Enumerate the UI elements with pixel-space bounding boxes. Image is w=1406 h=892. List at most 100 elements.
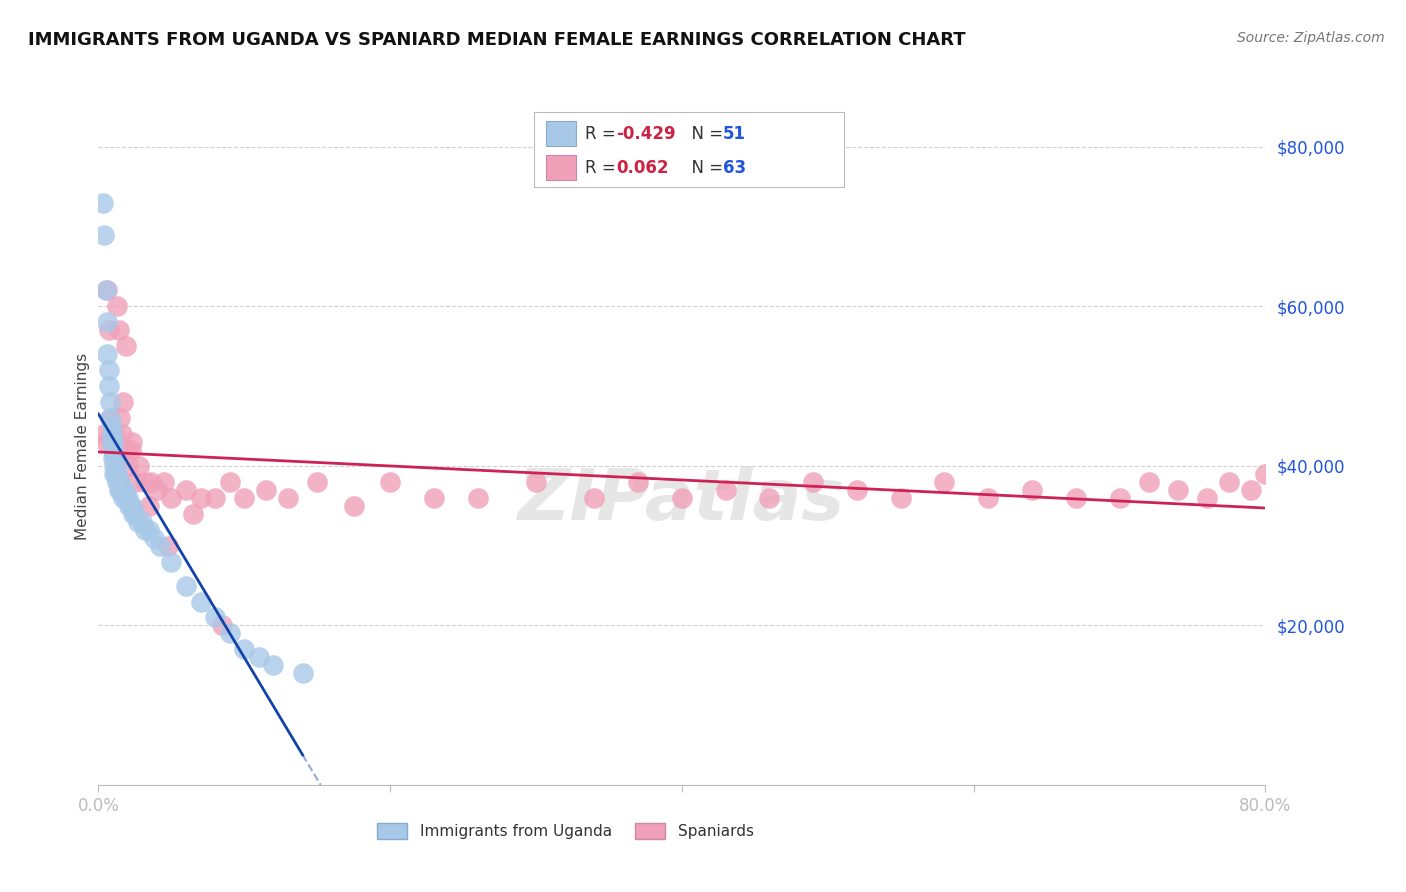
Point (977, 491, 1000, 505)
Point (108, 475, 131, 489)
Point (124, 507, 146, 521)
Point (758, 491, 780, 505)
Point (101, 435, 124, 450)
Point (134, 475, 156, 489)
Point (110, 483, 132, 497)
Point (128, 458, 150, 473)
Point (233, 642, 256, 657)
Point (146, 483, 169, 497)
Point (117, 491, 139, 505)
Point (105, 300, 128, 314)
Point (104, 467, 127, 481)
Point (277, 491, 299, 505)
Point (138, 523, 160, 537)
Text: 0.062: 0.062 (616, 160, 668, 178)
Point (380, 475, 402, 489)
Point (100, 435, 122, 450)
Point (204, 491, 226, 505)
Point (671, 491, 693, 505)
Text: N =: N = (681, 125, 728, 144)
Point (98, 411, 121, 425)
Point (262, 658, 284, 673)
Point (115, 339, 138, 353)
Point (153, 475, 176, 489)
Point (111, 483, 134, 497)
Point (96, 347, 118, 361)
Point (254, 483, 277, 497)
Point (97, 323, 120, 337)
Point (160, 555, 183, 569)
Point (103, 450, 125, 465)
Text: N =: N = (681, 160, 728, 178)
Point (110, 475, 132, 489)
Point (101, 450, 124, 465)
Point (524, 475, 547, 489)
Point (157, 539, 180, 553)
Point (120, 499, 142, 513)
Point (112, 395, 135, 409)
Point (1064, 491, 1087, 505)
Point (233, 491, 256, 505)
Point (1021, 483, 1043, 497)
Y-axis label: Median Female Earnings: Median Female Earnings (75, 352, 90, 540)
Point (131, 515, 153, 529)
Point (96, 284, 118, 298)
Point (115, 491, 138, 505)
Text: ZIPatlas: ZIPatlas (519, 466, 845, 534)
Point (714, 483, 737, 497)
Point (96, 315, 118, 329)
Text: -0.429: -0.429 (616, 125, 675, 144)
Point (190, 491, 212, 505)
Point (100, 427, 122, 442)
Point (94, 435, 117, 450)
Point (139, 475, 162, 489)
Legend: Immigrants from Uganda, Spaniards: Immigrants from Uganda, Spaniards (371, 817, 759, 845)
Point (98, 395, 121, 409)
Point (1240, 483, 1263, 497)
Text: 63: 63 (723, 160, 745, 178)
Point (211, 618, 233, 632)
Point (97, 379, 120, 393)
Point (181, 507, 204, 521)
Point (291, 666, 314, 681)
Point (890, 491, 912, 505)
Point (105, 467, 128, 481)
Point (112, 491, 135, 505)
Point (108, 483, 131, 497)
Point (627, 475, 650, 489)
Point (174, 578, 197, 592)
Point (1167, 483, 1189, 497)
Point (934, 475, 956, 489)
Point (127, 515, 149, 529)
Point (124, 475, 146, 489)
Point (108, 323, 131, 337)
Point (846, 483, 869, 497)
Point (103, 458, 125, 473)
Point (104, 442, 127, 457)
Point (103, 467, 125, 481)
Point (117, 458, 139, 473)
Text: 51: 51 (723, 125, 745, 144)
Point (190, 594, 212, 608)
Point (103, 427, 125, 442)
Point (343, 499, 366, 513)
Point (149, 539, 172, 553)
Point (91, 195, 114, 210)
Point (93, 427, 115, 442)
Point (423, 491, 446, 505)
Point (110, 411, 132, 425)
Point (583, 491, 606, 505)
Point (121, 435, 143, 450)
Point (121, 499, 143, 513)
Point (111, 427, 134, 442)
Point (105, 475, 128, 489)
Point (1137, 475, 1160, 489)
Point (218, 475, 240, 489)
Point (122, 507, 145, 521)
Text: Source: ZipAtlas.com: Source: ZipAtlas.com (1237, 31, 1385, 45)
Text: R =: R = (585, 125, 621, 144)
Point (98, 411, 121, 425)
Point (160, 491, 183, 505)
Point (1195, 491, 1218, 505)
Point (247, 650, 270, 665)
